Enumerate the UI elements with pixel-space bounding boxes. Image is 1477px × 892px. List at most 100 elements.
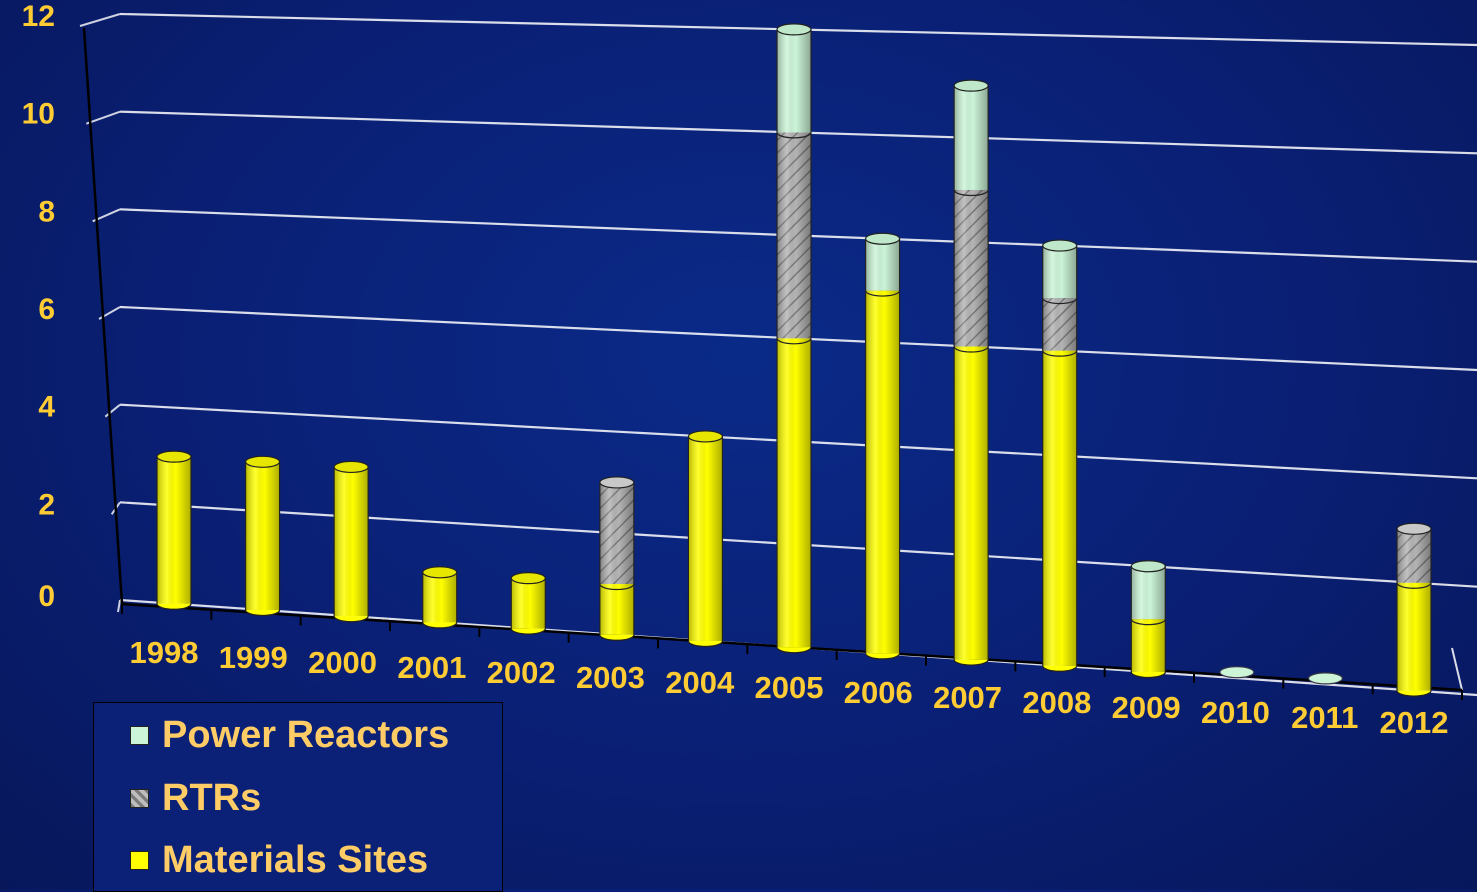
x-tick-label: 2004 — [665, 665, 735, 700]
x-tick-label: 1998 — [130, 635, 199, 670]
x-tick-label: 2005 — [755, 670, 824, 705]
bar-bottom-cap — [599, 634, 635, 641]
segment-shading — [1397, 582, 1431, 691]
rtrs-swatch-icon — [130, 788, 149, 808]
bar-top-cap — [776, 23, 812, 36]
bar-top-cap — [422, 566, 458, 579]
bar-top-cap — [864, 232, 901, 245]
segment-shading — [688, 436, 723, 641]
bar-top-cap — [599, 476, 635, 489]
bar-bottom-cap — [422, 622, 458, 629]
segment-bottom-edge — [1130, 618, 1166, 626]
x-tick-label: 2007 — [933, 680, 1002, 715]
y-tick-label: 0 — [38, 580, 55, 613]
segment-bottom-edge — [1396, 582, 1432, 589]
x-tick-label: 2000 — [308, 645, 377, 680]
gridline-wall — [104, 403, 121, 418]
empty-bar-cap — [1219, 666, 1255, 679]
floor-right-edge — [1451, 647, 1463, 691]
segment-shading — [777, 132, 811, 339]
bar-top-cap — [1396, 522, 1432, 535]
legend-label: RTRs — [162, 776, 262, 819]
materials-sites-swatch-icon — [130, 850, 149, 870]
bar-bottom-cap — [953, 659, 989, 666]
bar-bottom-cap — [333, 616, 369, 623]
axis-layer — [82, 27, 1463, 700]
bar-bottom-cap — [1130, 671, 1166, 679]
bar-bottom-cap — [244, 609, 281, 617]
segment-shading — [1131, 566, 1166, 620]
gridline-wall — [85, 110, 121, 125]
x-tick-label: 2002 — [487, 655, 556, 690]
bar-top-cap — [1130, 560, 1166, 573]
power-reactors-swatch-icon — [130, 725, 149, 745]
bar-bottom-cap — [510, 628, 546, 635]
segment-shading — [954, 346, 989, 660]
bar-bottom-cap — [1042, 665, 1078, 672]
segment-shading — [1131, 619, 1166, 672]
segment-bottom-edge — [864, 290, 901, 297]
legend: Power Reactors RTRs Materials Sites — [93, 702, 503, 892]
segment-bottom-edge — [953, 189, 989, 197]
bar-top-cap — [244, 455, 281, 468]
y-tick-label: 6 — [38, 293, 55, 326]
segment-shading — [511, 578, 546, 629]
segment-shading — [865, 238, 900, 291]
y-tick-label: 4 — [38, 391, 55, 424]
bar-bottom-cap — [1396, 690, 1432, 697]
bar-bottom-cap — [687, 640, 724, 648]
segment-shading — [777, 29, 811, 133]
segment-shading — [157, 456, 191, 604]
label-layer: 0 2 4 6 8 10 12 1998 1999 2000 2001 2002 2003 2004 200… — [22, 0, 1449, 740]
x-tick-label: 2009 — [1112, 690, 1181, 725]
bar-top-cap — [687, 430, 724, 443]
bar-bottom-cap — [156, 603, 192, 610]
legend-item-rtrs: RTRs — [130, 776, 262, 819]
y-axis-line — [82, 27, 124, 605]
segment-shading — [1042, 245, 1077, 299]
x-tick-label: 2008 — [1022, 685, 1091, 720]
segment-bottom-edge — [776, 132, 812, 139]
segment-shading — [599, 583, 634, 635]
y-tick-label: 8 — [38, 195, 55, 228]
segment-shading — [865, 290, 900, 654]
legend-label: Power Reactors — [162, 713, 450, 756]
y-tick-label: 12 — [22, 0, 55, 33]
y-tick-label: 10 — [22, 98, 55, 131]
segment-shading — [954, 85, 989, 190]
segment-bottom-edge — [599, 583, 635, 591]
segment-shading — [245, 461, 280, 610]
segment-shading — [334, 466, 369, 617]
y-tick-label: 2 — [38, 488, 55, 521]
segment-shading — [1042, 298, 1077, 351]
gridline-wall — [79, 13, 121, 27]
bar-top-cap — [1042, 239, 1078, 252]
x-tick-label: 2001 — [397, 650, 466, 685]
segment-bottom-edge — [1042, 297, 1078, 305]
legend-item-power-reactors: Power Reactors — [130, 713, 450, 756]
segment-bottom-edge — [953, 346, 989, 353]
empty-bar-cap — [1307, 672, 1344, 685]
bar-top-cap — [156, 450, 192, 463]
gridline-wall — [117, 599, 121, 613]
legend-item-materials-sites: Materials Sites — [130, 838, 429, 881]
bar-top-cap — [510, 572, 546, 585]
segment-shading — [777, 338, 811, 648]
bar-top-cap — [953, 79, 989, 92]
bar-layer — [156, 23, 1432, 697]
bar-top-cap — [333, 460, 369, 474]
x-tick-label: 2012 — [1380, 705, 1449, 740]
segment-shading — [1397, 528, 1431, 583]
x-tick-label: 1999 — [219, 640, 288, 675]
segment-shading — [1042, 350, 1077, 666]
legend-label: Materials Sites — [162, 838, 429, 881]
segment-shading — [954, 189, 989, 347]
x-tick-label: 2011 — [1291, 700, 1358, 735]
x-tick-label: 2010 — [1201, 695, 1270, 730]
segment-bottom-edge — [1042, 350, 1078, 357]
segment-bottom-edge — [776, 338, 812, 345]
segment-shading — [599, 482, 634, 584]
x-tick-label: 2003 — [576, 660, 645, 695]
